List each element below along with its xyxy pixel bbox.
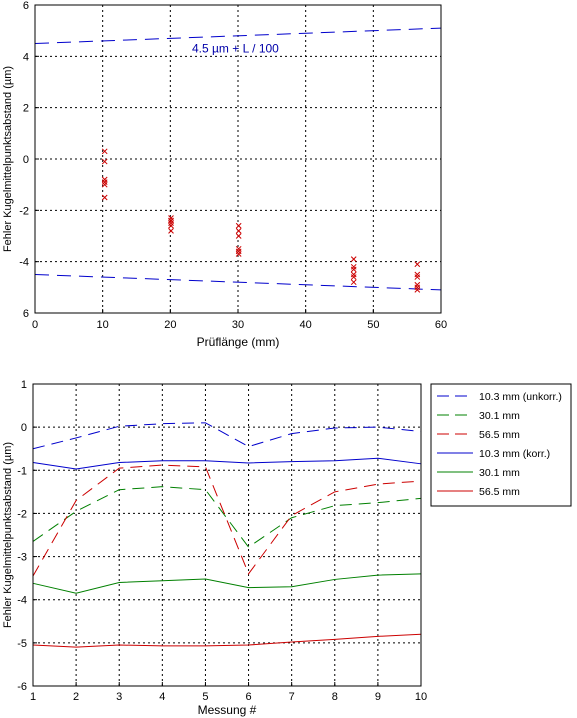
data-point-x-marker	[414, 261, 421, 268]
x-tick-label: 3	[116, 691, 122, 703]
y-tick-label: 2	[23, 103, 29, 115]
y-tick-label: -1	[17, 465, 27, 477]
data-point-x-marker	[350, 256, 357, 262]
y-tick-label: -2	[17, 508, 27, 520]
data-point-x-marker	[235, 245, 242, 252]
series-line	[32, 573, 422, 594]
x-tick-label: 60	[435, 319, 447, 331]
lower-limit-line	[34, 274, 442, 291]
upper-limit-line	[34, 27, 442, 44]
bottom-plot-frame	[32, 383, 422, 687]
top-y-axis-label: Fehler Kugelmittelpunktsabstand (µm)	[2, 66, 14, 252]
x-tick-label: 9	[375, 691, 381, 703]
x-tick-label: 7	[289, 691, 295, 703]
data-point-x-marker	[235, 228, 242, 234]
x-tick-label: 30	[232, 319, 244, 331]
legend-entry: 30.1 mm	[479, 467, 520, 479]
tolerance-annotation: 4.5 µm + L / 100	[192, 41, 279, 55]
data-point-x-marker	[235, 233, 242, 239]
legend-entry: 10.3 mm (unkorr.)	[479, 391, 562, 403]
data-point-x-marker	[235, 248, 242, 255]
data-point-x-marker	[101, 158, 108, 165]
data-point-x-marker	[168, 215, 174, 221]
data-point-x-marker	[235, 251, 242, 257]
x-tick-label: 10	[97, 319, 109, 331]
y-tick-label: 4	[23, 51, 29, 63]
y-tick-label: -3	[17, 552, 27, 564]
x-tick-label: 8	[332, 691, 338, 703]
y-tick-label: 6	[23, 0, 29, 12]
top-measurement-points	[101, 148, 421, 293]
legend-entry: 10.3 mm (korr.)	[479, 448, 550, 460]
top-x-axis-label: Prüflänge (mm)	[197, 335, 280, 349]
legend-entry: 30.1 mm	[479, 410, 520, 422]
data-point-x-marker	[235, 222, 242, 229]
series-line	[32, 464, 422, 577]
x-tick-label: 5	[202, 691, 208, 703]
top-limit-lines	[34, 27, 442, 291]
x-tick-label: 4	[159, 691, 165, 703]
y-tick-label: 1	[21, 379, 27, 391]
data-point-x-marker	[101, 176, 108, 183]
top-grid	[35, 5, 441, 313]
legend: 10.3 mm (unkorr.) 30.1 mm 56.5 mm 10.3 mm (…	[430, 383, 572, 507]
series-line	[32, 486, 422, 548]
data-point-x-marker	[168, 228, 174, 234]
data-point-x-marker	[414, 274, 421, 280]
bottom-grid	[33, 384, 421, 686]
y-tick-label: -5	[17, 638, 27, 650]
bottom-x-axis-label: Messung #	[198, 703, 257, 717]
bottom-y-axis-label: Fehler Kugelmittelpunktsabstand (µm)	[2, 442, 14, 628]
y-tick-label: -4	[17, 595, 27, 607]
data-point-x-marker	[168, 220, 174, 227]
data-point-x-marker	[350, 263, 357, 270]
x-tick-label: 6	[245, 691, 251, 703]
data-point-x-marker	[414, 271, 421, 278]
x-tick-label: 1	[30, 691, 36, 703]
x-tick-label: 0	[32, 319, 38, 331]
series-line	[32, 457, 422, 470]
y-tick-label: 0	[23, 154, 29, 166]
data-point-x-marker	[350, 279, 357, 286]
data-point-x-marker	[414, 287, 421, 293]
x-tick-label: 40	[300, 319, 312, 331]
data-point-x-marker	[101, 181, 108, 188]
data-point-x-marker	[101, 194, 108, 201]
bottom-series-lines	[32, 422, 422, 648]
x-tick-label: 2	[73, 691, 79, 703]
data-point-x-marker	[414, 281, 421, 288]
y-tick-label: 0	[21, 422, 27, 434]
series-line	[32, 633, 422, 648]
y-tick-label: -4	[19, 257, 29, 269]
x-tick-label: 50	[367, 319, 379, 331]
y-tick-label: -2	[19, 205, 29, 217]
bottom-line-chart: 1 2 3 4 5 6 7 8 9 10 -6 -5 -4 -3 -2 -1 0 1 Messung # Fehl…	[2, 379, 572, 717]
data-point-x-marker	[168, 217, 174, 224]
series-line	[32, 422, 422, 450]
data-point-x-marker	[101, 148, 108, 155]
data-point-x-marker	[168, 222, 174, 229]
data-point-x-marker	[350, 271, 357, 278]
y-tick-label: -6	[17, 681, 27, 693]
data-point-x-marker	[350, 274, 357, 280]
y-tick-label: 6	[23, 308, 29, 320]
top-tick-labels: 0 10 20 30 40 50 60 6 -4 -2 0 2 4 6	[19, 0, 447, 331]
data-point-x-marker	[350, 266, 357, 273]
legend-entry: 56.5 mm	[479, 429, 520, 441]
x-tick-label: 20	[164, 319, 176, 331]
legend-entry: 56.5 mm	[479, 486, 520, 498]
legend-box	[430, 383, 572, 507]
bottom-tick-labels: 1 2 3 4 5 6 7 8 9 10 -6 -5 -4 -3 -2 -1 0 1	[17, 379, 427, 703]
x-tick-label: 10	[415, 691, 427, 703]
data-point-x-marker	[414, 284, 421, 291]
data-point-x-marker	[101, 179, 108, 185]
